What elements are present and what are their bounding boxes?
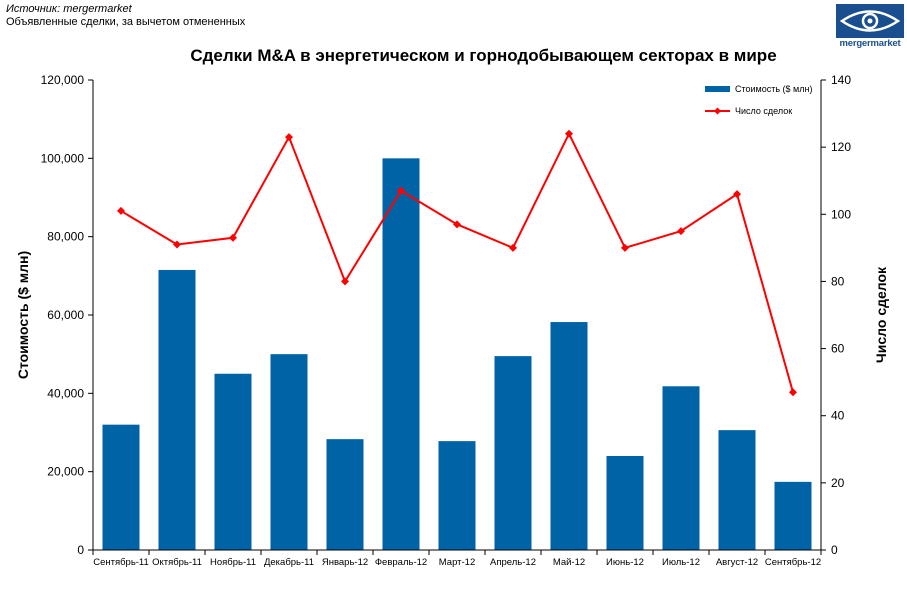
bar (382, 158, 420, 551)
deal-marker (173, 240, 181, 249)
y-axis-title-left: Стоимость ($ млн) (15, 251, 31, 379)
deal-marker (509, 243, 517, 252)
x-tick-label: Август-12 (716, 557, 758, 568)
x-tick-label: Март-12 (439, 557, 475, 568)
y-tick-label-right: 80 (831, 274, 845, 288)
x-tick-label: Май-12 (553, 557, 585, 568)
deal-marker (117, 206, 125, 215)
x-tick-label: Январь-12 (322, 557, 368, 568)
y-tick-label-left: 0 (77, 543, 84, 557)
bar (270, 354, 308, 550)
deal-marker (397, 186, 405, 195)
y-tick-label-left: 20,000 (47, 465, 84, 479)
x-tick-label: Июль-12 (662, 557, 700, 568)
deal-marker (621, 243, 629, 252)
source-line: Источник: mergermarket (6, 3, 132, 15)
x-tick-label: Сентябрь-11 (93, 557, 149, 568)
y-tick-label-right: 60 (831, 342, 845, 356)
bar (774, 481, 812, 550)
y-tick-label-right: 0 (831, 543, 838, 557)
y-tick-label-left: 120,000 (41, 73, 85, 87)
deal-marker (453, 220, 461, 229)
logo-text: mergermarket (839, 38, 901, 49)
y-tick-label-right: 40 (831, 409, 845, 423)
x-tick-label: Июнь-12 (606, 557, 644, 568)
bar (102, 424, 140, 550)
source-note: Источник: mergermarket Объявленные сделк… (6, 3, 245, 29)
bar (214, 373, 252, 550)
deal-marker (565, 129, 573, 138)
bar (326, 439, 364, 550)
deal-marker (285, 133, 293, 142)
y-tick-label-left: 40,000 (47, 386, 84, 400)
chart-title: Сделки M&A в энергетическом и горнодобыв… (190, 46, 777, 65)
x-tick-label: Февраль-12 (375, 557, 427, 568)
deal-marker (341, 277, 349, 286)
bar (550, 322, 588, 550)
mergermarket-logo: mergermarket (836, 4, 904, 52)
x-tick-label: Сентябрь-12 (765, 557, 821, 568)
y-tick-label-left: 100,000 (41, 151, 85, 165)
y-tick-label-right: 140 (831, 73, 851, 87)
y-axis-title-right: Число сделок (873, 266, 889, 363)
bar (158, 269, 196, 550)
bar (662, 386, 700, 550)
deal-marker (733, 190, 741, 199)
x-tick-label: Ноябрь-11 (210, 557, 256, 568)
series-line-deals (120, 131, 794, 393)
bar (606, 456, 644, 550)
eye-logo-icon (836, 4, 904, 38)
y-tick-label-left: 60,000 (47, 308, 84, 322)
deal-marker (677, 227, 685, 236)
legend-label-value: Стоимость ($ млн) (735, 84, 812, 94)
legend-label-deals: Число сделок (735, 106, 792, 116)
x-tick-label: Октябрь-11 (152, 557, 202, 568)
y-tick-label-right: 120 (831, 140, 851, 154)
legend-marker-deals (714, 107, 721, 115)
y-tick-label-right: 100 (831, 207, 851, 221)
x-tick-label: Апрель-12 (490, 557, 536, 568)
bar (494, 356, 532, 550)
y-tick-label-left: 80,000 (47, 230, 84, 244)
bar (438, 441, 476, 550)
source-description: Объявленные сделки, за вычетом отмененны… (6, 16, 246, 28)
legend-swatch-value (705, 86, 730, 92)
x-tick-label: Декабрь-11 (264, 557, 314, 568)
y-tick-label-right: 20 (831, 476, 845, 490)
deal-marker (229, 233, 237, 242)
bar (718, 430, 756, 550)
deal-marker (789, 388, 797, 397)
